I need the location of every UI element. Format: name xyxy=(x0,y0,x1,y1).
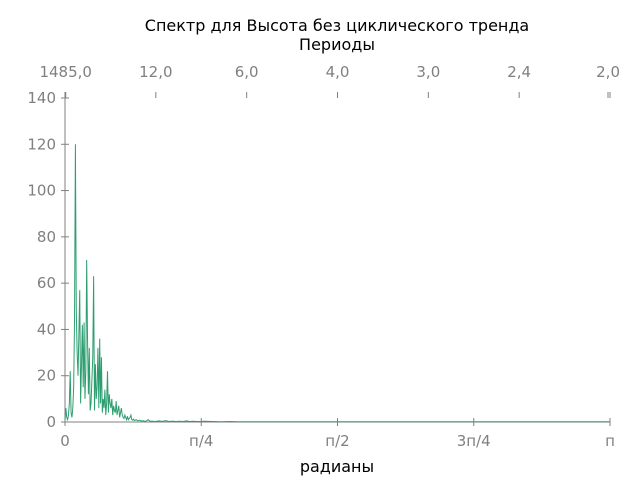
top-tick-label: 1485,0 xyxy=(39,63,92,81)
y-tick-label: 120 xyxy=(27,135,56,153)
x-tick-label: п/2 xyxy=(325,432,349,450)
y-tick-label: 0 xyxy=(46,413,56,431)
x-tick-label: 0 xyxy=(60,432,70,450)
top-axis-title: Периоды xyxy=(299,35,375,54)
x-tick-label: 3п/4 xyxy=(457,432,491,450)
y-tick-label: 20 xyxy=(37,367,56,385)
y-tick-label: 80 xyxy=(37,228,56,246)
top-tick-label: 4,0 xyxy=(326,63,350,81)
x-tick-label: п xyxy=(605,432,615,450)
x-axis-label: радианы xyxy=(300,457,374,476)
top-period-axis: 1485,0 12,0 6,0 4,0 3,0 2,4 2,0 xyxy=(39,63,620,98)
y-axis: 0 20 40 60 80 100 120 140 xyxy=(27,89,69,431)
x-tick-label: п/4 xyxy=(189,432,213,450)
x-axis: 0 п/4 п/2 3п/4 п xyxy=(60,418,615,450)
top-tick-label: 2,4 xyxy=(507,63,531,81)
top-tick-label: 12,0 xyxy=(139,63,172,81)
y-tick-label: 60 xyxy=(37,274,56,292)
top-tick-label: 2,0 xyxy=(596,63,620,81)
spectrum-line xyxy=(64,144,610,423)
top-tick-label: 3,0 xyxy=(416,63,440,81)
y-tick-label: 140 xyxy=(27,89,56,107)
chart-title: Спектр для Высота без циклического тренд… xyxy=(145,16,529,35)
top-tick-label: 6,0 xyxy=(235,63,259,81)
y-tick-label: 40 xyxy=(37,320,56,338)
y-tick-label: 100 xyxy=(27,182,56,200)
